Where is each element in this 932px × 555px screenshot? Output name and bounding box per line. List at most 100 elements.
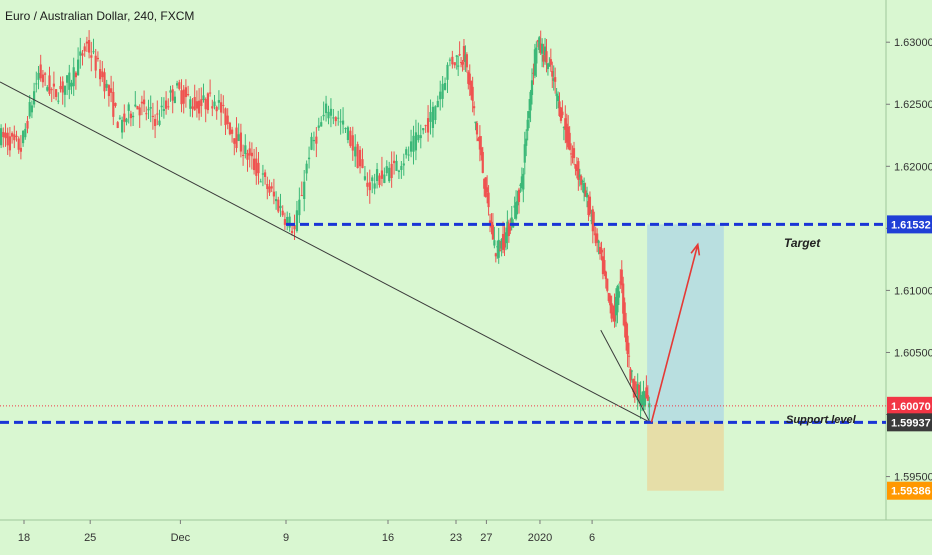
- candle-down: [606, 278, 609, 291]
- candle-up: [443, 82, 447, 90]
- candle-up: [448, 59, 452, 61]
- candle-up: [417, 134, 420, 141]
- candle-down: [499, 249, 502, 251]
- candle-up: [72, 67, 75, 87]
- candle-down: [257, 162, 260, 174]
- candle-up: [523, 144, 526, 163]
- candle-down: [277, 199, 280, 212]
- candle-down: [601, 256, 605, 275]
- candle-up: [441, 83, 444, 99]
- candle-down: [491, 224, 495, 240]
- x-tick-label: 25: [84, 532, 96, 544]
- candle-up: [176, 83, 179, 86]
- candle-down: [480, 147, 483, 156]
- candle-down: [600, 250, 603, 253]
- candle-down: [264, 172, 267, 177]
- candle-down: [627, 355, 631, 357]
- candle-down: [565, 123, 568, 143]
- candle-up: [303, 181, 306, 200]
- candle-up: [213, 101, 216, 107]
- candle-down: [61, 81, 64, 93]
- candle-up: [158, 120, 161, 125]
- candle-up: [414, 132, 418, 151]
- candle-up: [286, 217, 289, 225]
- candle-up: [371, 177, 374, 182]
- candle-down: [620, 269, 623, 286]
- candle-up: [546, 63, 550, 70]
- candle-up: [237, 134, 240, 141]
- candle-down: [85, 41, 88, 44]
- candle-up: [132, 115, 135, 118]
- candle-down: [13, 134, 16, 141]
- price-badge: [887, 396, 932, 415]
- candle-down: [15, 135, 18, 138]
- candle-down: [574, 164, 577, 169]
- candle-up: [504, 232, 508, 244]
- candle-down: [591, 209, 594, 232]
- candle-down: [255, 158, 258, 176]
- candle-down: [138, 107, 141, 116]
- candle-up: [528, 111, 531, 119]
- candle-up: [543, 46, 547, 56]
- candle-up: [312, 139, 316, 142]
- candle-down: [481, 152, 484, 173]
- price-badge: [887, 215, 932, 234]
- candle-down: [242, 154, 245, 156]
- candle-up: [37, 72, 40, 80]
- candle-down: [233, 138, 236, 144]
- candle-down: [145, 113, 148, 115]
- candle-down: [140, 101, 143, 104]
- candle-down: [390, 163, 393, 178]
- candle-down: [334, 117, 337, 122]
- candle-down: [549, 59, 552, 65]
- candle-up: [395, 160, 398, 171]
- candle-down: [584, 190, 587, 197]
- candle-down: [459, 62, 463, 64]
- candle-down: [41, 74, 44, 83]
- candle-down: [622, 283, 625, 314]
- candle-up: [525, 138, 528, 146]
- candle-up: [22, 130, 25, 144]
- candle-up: [510, 217, 513, 226]
- candle-down: [26, 120, 29, 129]
- candle-up: [279, 205, 282, 209]
- candle-down: [90, 55, 93, 58]
- candle-up: [639, 394, 642, 406]
- candle-down: [88, 40, 91, 53]
- candle-up: [66, 75, 69, 83]
- candle-down: [378, 175, 381, 186]
- candle-down: [468, 73, 471, 85]
- candle-up: [305, 163, 308, 174]
- candle-down: [250, 152, 253, 157]
- candle-down: [380, 170, 384, 179]
- candle-up: [327, 111, 330, 119]
- candle-down: [558, 101, 561, 116]
- x-tick-label: 23: [450, 532, 462, 544]
- candle-down: [2, 131, 5, 138]
- candle-down: [204, 99, 207, 110]
- candle-up: [497, 239, 500, 258]
- candle-up: [385, 166, 388, 174]
- candle-up: [383, 174, 386, 183]
- candle-up: [147, 108, 150, 111]
- candle-down: [81, 53, 84, 56]
- candle-down: [461, 62, 464, 65]
- candle-down: [165, 100, 168, 109]
- candle-down: [503, 238, 506, 248]
- candle-up: [46, 87, 49, 91]
- candle-up: [57, 100, 60, 102]
- candle-down: [494, 253, 497, 257]
- candle-down: [136, 105, 139, 110]
- candle-down: [604, 271, 607, 280]
- candle-up: [202, 95, 205, 101]
- candle-up: [529, 91, 532, 111]
- candle-up: [324, 103, 328, 114]
- candle-down: [517, 189, 521, 202]
- candle-up: [127, 104, 130, 111]
- candle-down: [635, 391, 638, 393]
- candle-down: [55, 89, 58, 98]
- candle-up: [519, 184, 522, 186]
- candle-down: [195, 101, 198, 109]
- candle-up: [520, 176, 523, 189]
